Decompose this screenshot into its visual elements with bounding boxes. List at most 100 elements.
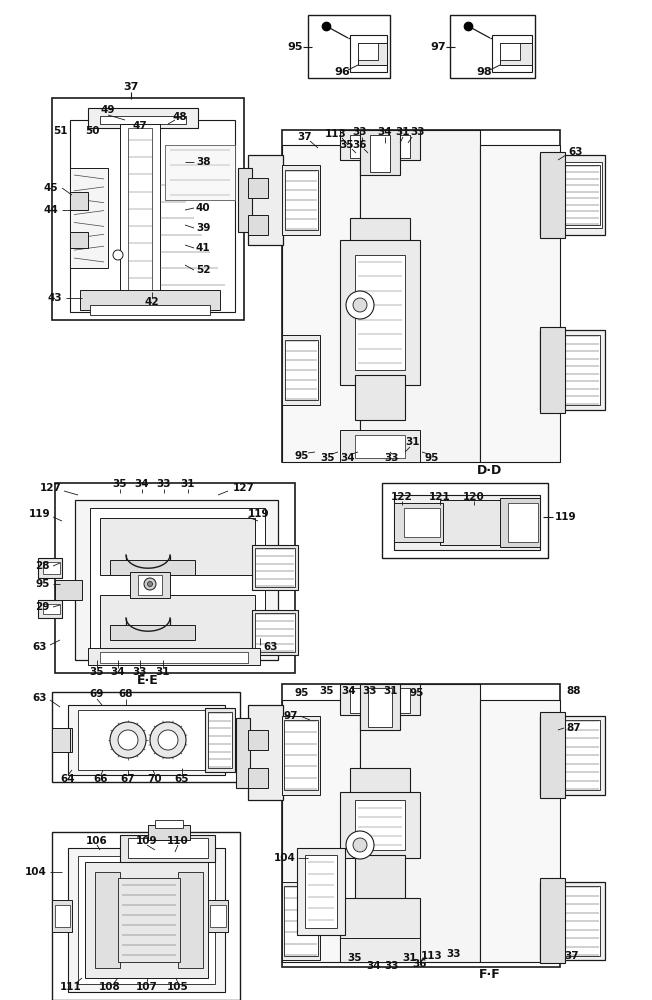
Text: 95: 95 — [410, 688, 424, 698]
Text: 41: 41 — [196, 243, 211, 253]
Bar — [130, 572, 170, 598]
Bar — [340, 430, 420, 462]
Text: 31: 31 — [181, 479, 195, 489]
Text: 33: 33 — [411, 127, 425, 137]
Bar — [355, 855, 405, 900]
Bar — [252, 545, 298, 590]
Bar — [340, 792, 420, 858]
Bar — [248, 705, 283, 800]
Text: 97: 97 — [284, 711, 298, 721]
Bar — [78, 710, 215, 770]
Bar — [248, 178, 268, 198]
Text: 64: 64 — [61, 774, 76, 784]
Text: 95: 95 — [36, 579, 50, 589]
Text: 48: 48 — [173, 112, 187, 122]
Bar — [282, 165, 320, 235]
Bar — [70, 120, 235, 312]
Bar — [38, 600, 62, 618]
Bar — [284, 886, 318, 956]
Bar — [155, 820, 183, 828]
Circle shape — [118, 730, 138, 750]
Text: 33: 33 — [353, 127, 367, 137]
Bar — [88, 108, 198, 128]
Text: 109: 109 — [136, 836, 158, 846]
Bar — [282, 882, 320, 960]
Bar — [340, 938, 420, 962]
Text: D·D: D·D — [477, 464, 503, 477]
Text: E·E: E·E — [137, 674, 159, 688]
Text: 111: 111 — [60, 982, 82, 992]
Text: 110: 110 — [167, 836, 189, 846]
Bar — [52, 728, 70, 752]
Bar — [350, 688, 410, 713]
Text: 104: 104 — [274, 853, 296, 863]
Bar — [355, 255, 405, 370]
Bar — [110, 560, 195, 575]
Bar — [360, 684, 480, 962]
Bar — [236, 718, 250, 788]
Text: 67: 67 — [121, 774, 136, 784]
Bar — [282, 716, 320, 795]
Text: 63: 63 — [568, 147, 582, 157]
Bar — [340, 898, 420, 962]
Bar — [340, 130, 420, 160]
Text: 42: 42 — [145, 297, 159, 307]
Bar — [43, 604, 60, 614]
Text: 34: 34 — [378, 127, 393, 137]
Bar — [360, 130, 480, 462]
Text: 63: 63 — [33, 693, 47, 703]
Bar — [540, 882, 605, 960]
Text: 95: 95 — [425, 453, 439, 463]
Text: 51: 51 — [53, 126, 68, 136]
Text: 50: 50 — [85, 126, 99, 136]
Text: 47: 47 — [132, 121, 147, 131]
Bar — [308, 15, 390, 78]
Text: 35: 35 — [348, 953, 363, 963]
Bar — [55, 732, 70, 748]
Bar — [138, 575, 162, 595]
Circle shape — [144, 578, 156, 590]
Bar — [100, 652, 248, 663]
Bar — [120, 124, 160, 305]
Text: 96: 96 — [334, 67, 350, 77]
Bar — [540, 716, 605, 795]
Bar — [55, 580, 82, 600]
Bar — [282, 145, 360, 462]
Bar — [558, 720, 600, 790]
Bar — [355, 375, 405, 420]
Bar — [480, 700, 560, 962]
Bar — [282, 684, 560, 967]
Bar — [540, 152, 565, 238]
Bar — [480, 145, 560, 462]
Bar — [540, 330, 605, 410]
Bar — [285, 340, 318, 400]
Bar — [440, 500, 536, 545]
Bar — [70, 192, 88, 210]
Bar — [90, 305, 210, 315]
Bar — [492, 35, 532, 72]
Text: 106: 106 — [86, 836, 108, 846]
Text: 104: 104 — [25, 867, 47, 877]
Bar — [248, 730, 268, 750]
Bar — [558, 886, 600, 956]
Bar — [368, 688, 392, 727]
Circle shape — [150, 722, 186, 758]
Text: 29: 29 — [36, 602, 50, 612]
Bar — [500, 498, 540, 547]
Text: 33: 33 — [385, 961, 399, 971]
Text: 36: 36 — [413, 959, 427, 969]
Text: 113: 113 — [421, 951, 443, 961]
Bar — [55, 483, 295, 673]
Text: 37: 37 — [298, 132, 312, 142]
Bar — [75, 500, 278, 660]
Text: 35: 35 — [321, 453, 335, 463]
Text: 35: 35 — [340, 140, 354, 150]
Bar — [255, 613, 295, 652]
Bar — [100, 518, 255, 575]
Bar — [540, 712, 565, 798]
Text: 40: 40 — [196, 203, 211, 213]
Bar — [248, 155, 283, 245]
Bar — [52, 832, 240, 1000]
Text: 105: 105 — [167, 982, 189, 992]
Text: 113: 113 — [325, 129, 347, 139]
